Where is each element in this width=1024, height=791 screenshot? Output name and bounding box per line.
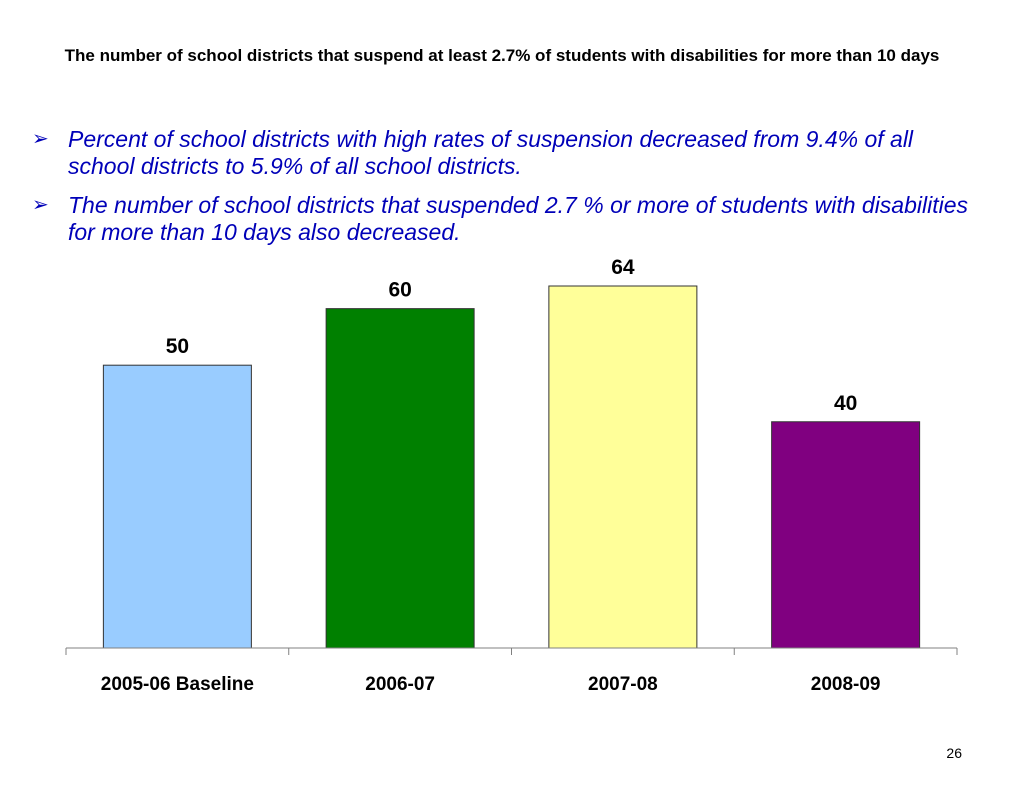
bullet-item: ➢ The number of school districts that su… — [32, 192, 972, 246]
bullet-text: Percent of school districts with high ra… — [68, 126, 914, 179]
bullet-item: ➢ Percent of school districts with high … — [32, 126, 972, 180]
category-label-0: 2005-06 Baseline — [101, 674, 254, 695]
bar-3 — [771, 421, 921, 649]
data-label-3: 40 — [834, 392, 857, 415]
category-label-1: 2006-07 — [365, 674, 435, 695]
page-number: 26 — [946, 745, 962, 761]
data-label-1: 60 — [388, 279, 411, 302]
bar-0 — [102, 364, 252, 649]
bar-1 — [325, 308, 475, 649]
category-label-2: 2007-08 — [588, 674, 658, 695]
bullet-text: The number of school districts that susp… — [68, 192, 969, 245]
bullet-list: ➢ Percent of school districts with high … — [32, 126, 972, 258]
category-label-3: 2008-09 — [811, 674, 881, 695]
data-label-2: 64 — [611, 256, 635, 279]
arrowhead-bullet-icon: ➢ — [32, 128, 49, 150]
bar-2 — [548, 285, 698, 649]
data-label-0: 50 — [166, 335, 189, 358]
slide-title: The number of school districts that susp… — [64, 46, 940, 65]
arrowhead-bullet-icon: ➢ — [32, 194, 49, 216]
